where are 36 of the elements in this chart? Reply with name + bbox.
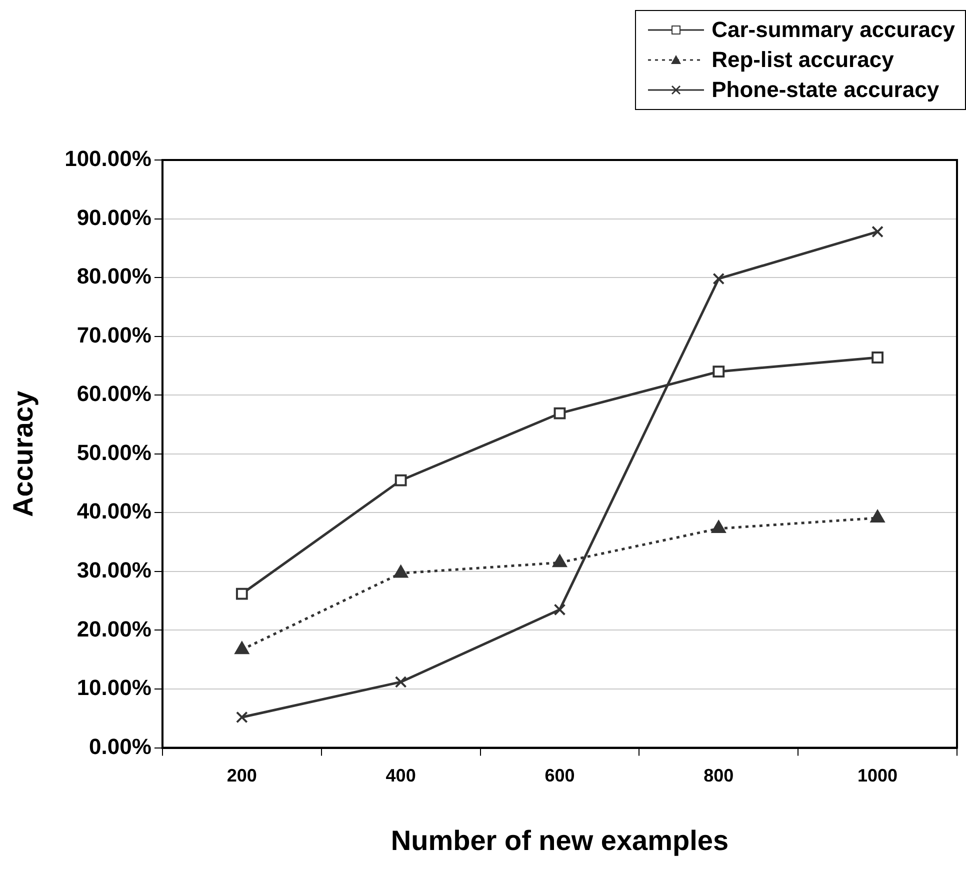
point [712, 272, 725, 285]
y-tick-label: 80.00% [76, 264, 152, 289]
legend-label: Phone-state accuracy [712, 77, 940, 103]
x-tick-label: 1000 [858, 766, 898, 786]
point [234, 642, 249, 654]
y-tick-label: 70.00% [76, 322, 152, 348]
y-tick-label: 20.00% [76, 616, 152, 642]
point [394, 565, 408, 578]
x-tick-label: 600 [544, 766, 575, 786]
point [712, 366, 725, 378]
y-tick-label: 90.00% [76, 204, 152, 230]
legend-label: Rep-list accuracy [712, 47, 894, 73]
y-tick-label: 0.00% [89, 734, 152, 759]
x-tick-label: 400 [386, 766, 416, 786]
x-tick-label: 800 [704, 766, 734, 786]
point [872, 352, 884, 364]
y-tick-label: 100.00% [64, 146, 152, 172]
point [712, 520, 726, 534]
point [552, 554, 567, 568]
y-tick-label: 40.00% [76, 498, 152, 524]
point [236, 711, 248, 724]
point [554, 407, 566, 420]
x-axis-title: Number of new examples [390, 824, 729, 856]
y-axis-title: Accuracy [8, 390, 39, 517]
y-tick-label: 10.00% [76, 675, 152, 700]
legend-label: Car-summary accuracy [712, 17, 955, 43]
y-tick-label: 60.00% [76, 381, 152, 406]
y-tick-label: 50.00% [76, 440, 152, 465]
point [236, 588, 248, 600]
y-tick-label: 30.00% [76, 558, 152, 583]
point [554, 604, 566, 616]
x-tick-label: 200 [226, 766, 257, 786]
point [394, 474, 407, 486]
point [394, 676, 407, 688]
point [870, 510, 885, 522]
point [872, 226, 884, 238]
